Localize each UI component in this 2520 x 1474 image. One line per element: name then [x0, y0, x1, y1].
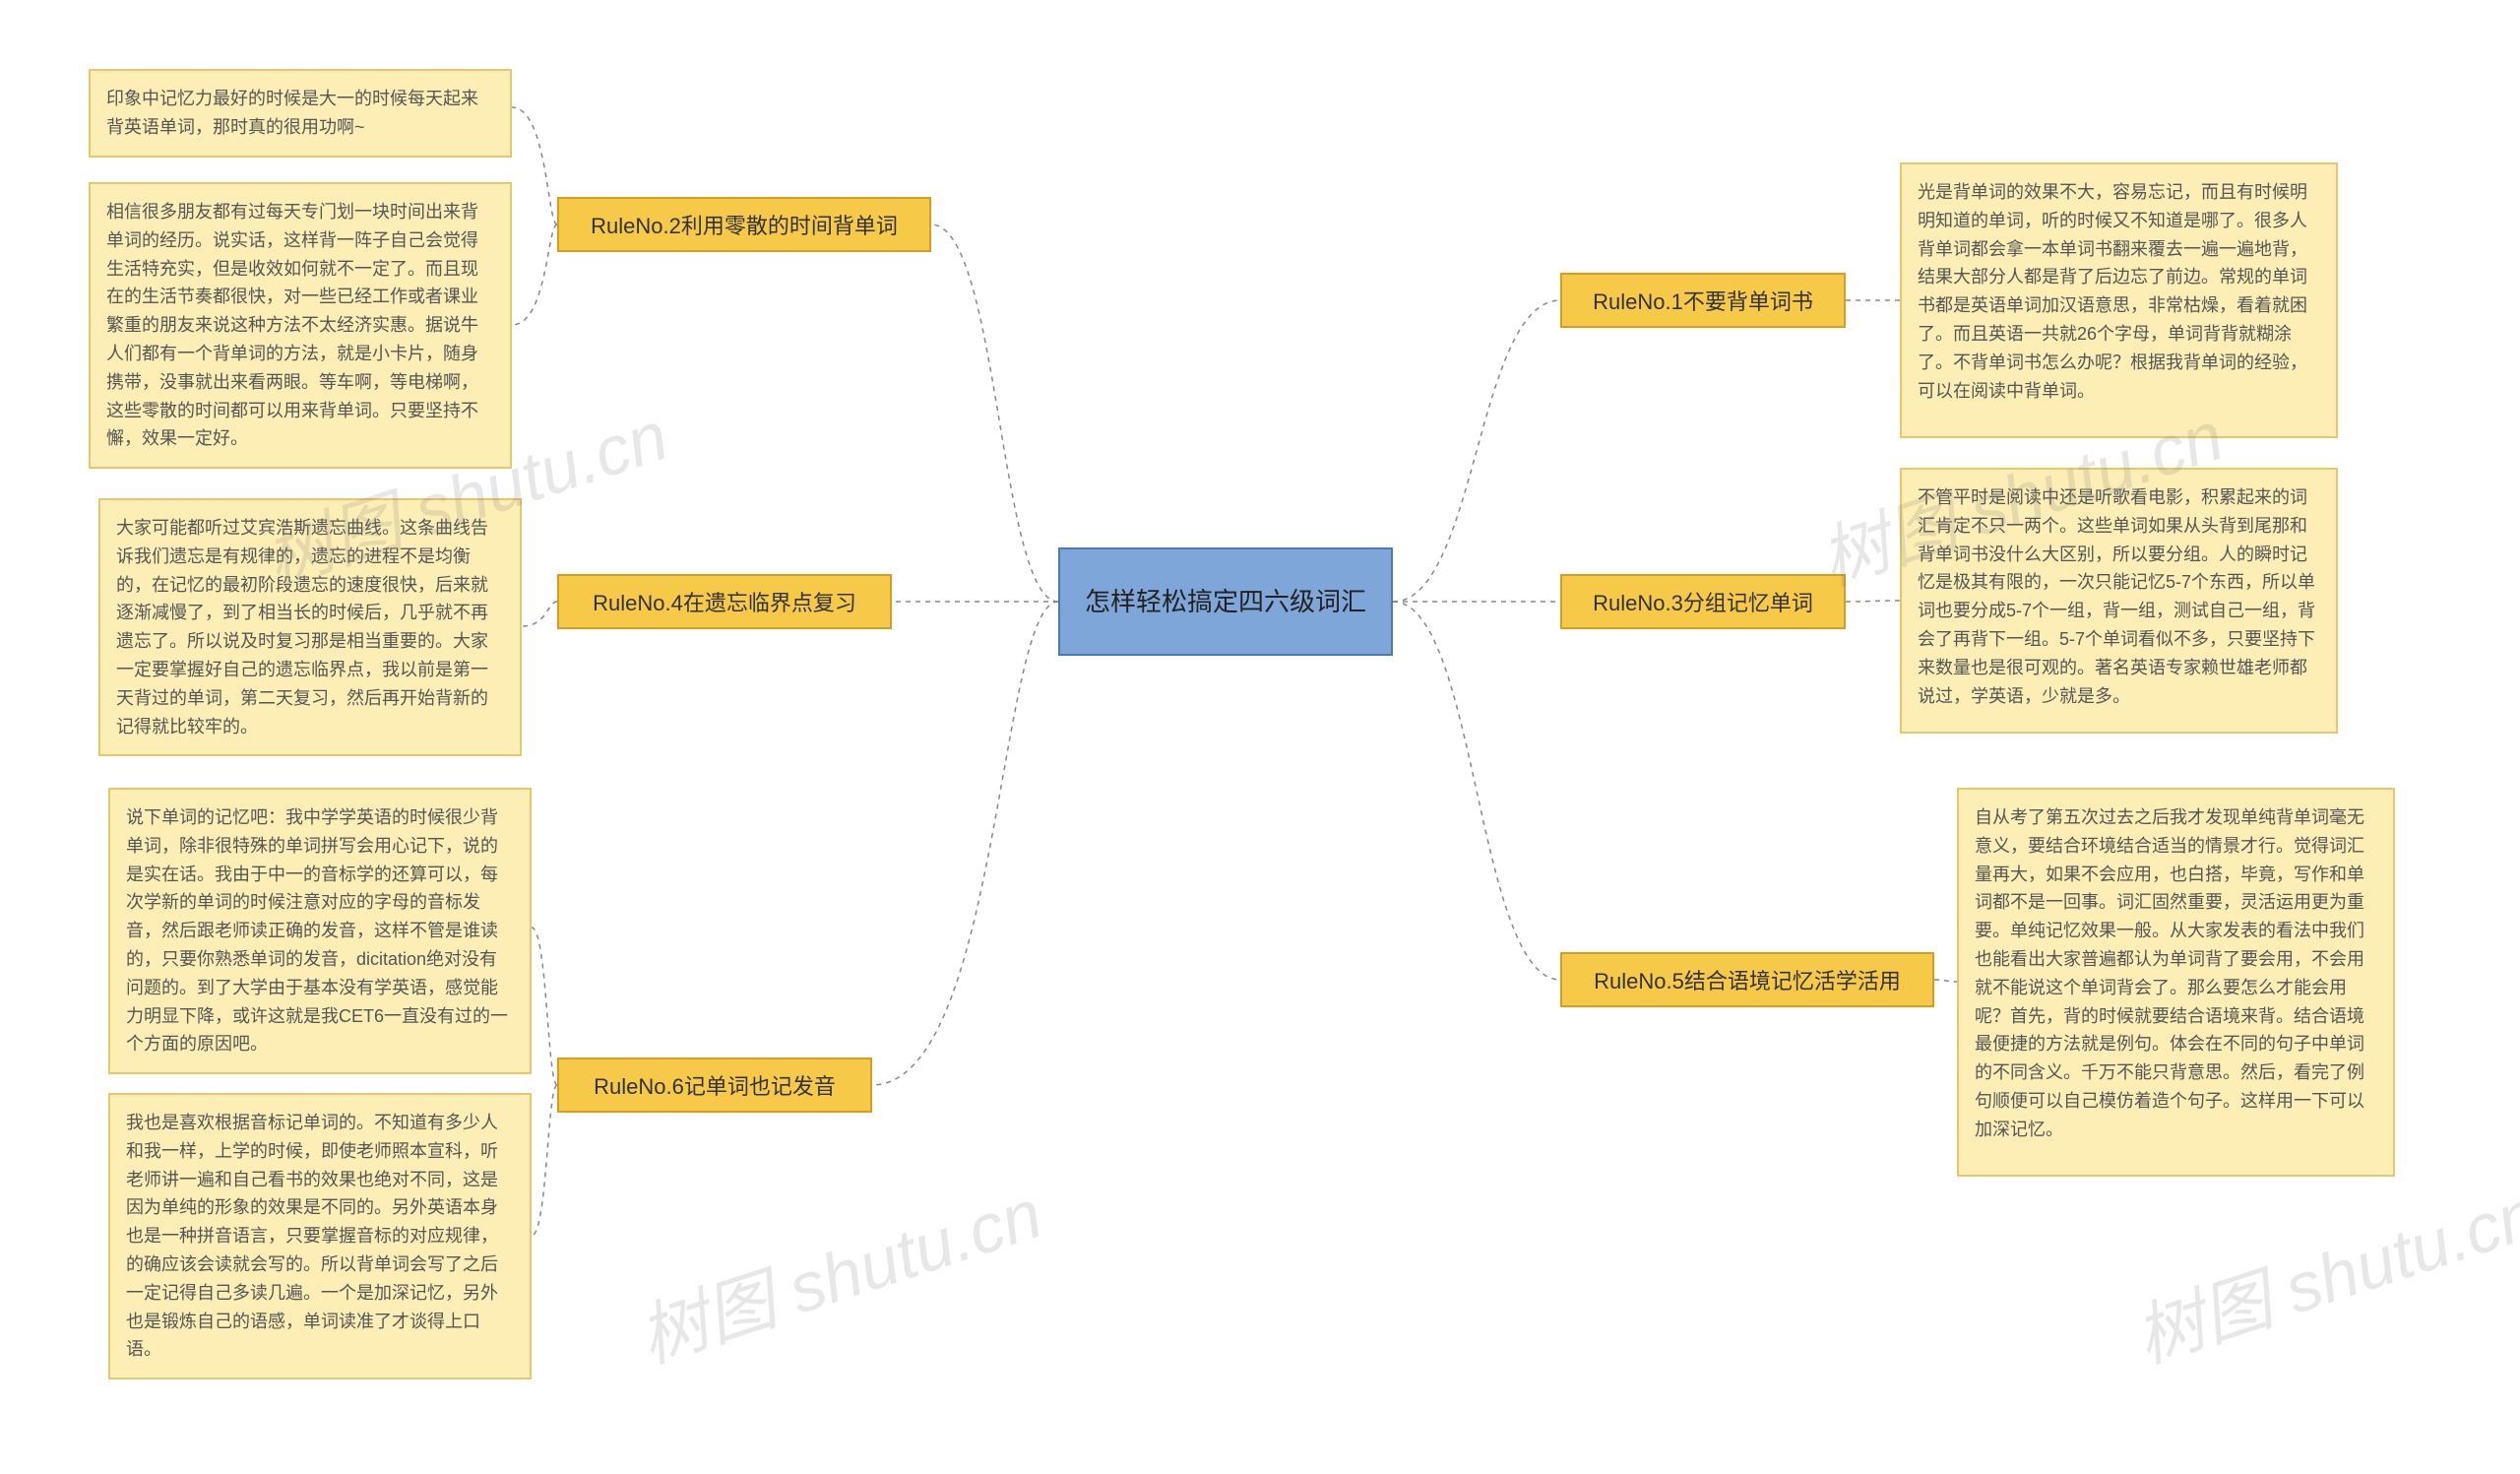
center-text: 怎样轻松搞定四六级词汇 — [1085, 583, 1366, 621]
connector — [1393, 602, 1560, 980]
branch-label: RuleNo.5结合语境记忆活学活用 — [1594, 964, 1901, 995]
connector — [522, 602, 557, 626]
branch-node-r5: RuleNo.5结合语境记忆活学活用 — [1560, 952, 1934, 1007]
leaf-node: 光是背单词的效果不大，容易忘记，而且有时候明明知道的单词，听的时候又不知道是哪了… — [1900, 162, 2338, 438]
center-node: 怎样轻松搞定四六级词汇 — [1058, 547, 1393, 656]
branch-node-r3: RuleNo.3分组记忆单词 — [1560, 574, 1846, 629]
branch-label: RuleNo.6记单词也记发音 — [594, 1069, 836, 1101]
branch-node-r1: RuleNo.1不要背单词书 — [1560, 273, 1846, 328]
branch-label: RuleNo.2利用零散的时间背单词 — [591, 209, 898, 240]
branch-node-r4: RuleNo.4在遗忘临界点复习 — [557, 574, 892, 629]
leaf-node: 自从考了第五次过去之后我才发现单纯背单词毫无意义，要结合环境结合适当的情景才行。… — [1957, 788, 2395, 1177]
connector — [931, 224, 1058, 602]
connector — [532, 1085, 557, 1236]
watermark: 树图 shutu.cn — [2121, 1159, 2520, 1382]
leaf-node: 说下单词的记忆吧：我中学学英语的时候很少背单词，除非很特殊的单词拼写会用心记下，… — [108, 788, 532, 1074]
connector — [512, 107, 557, 224]
connector — [1393, 300, 1560, 602]
connector — [532, 928, 557, 1085]
branch-node-r6: RuleNo.6记单词也记发音 — [557, 1057, 872, 1113]
mindmap-canvas: 怎样轻松搞定四六级词汇 RuleNo.2利用零散的时间背单词 印象中记忆力最好的时… — [0, 0, 2520, 1474]
leaf-node: 不管平时是阅读中还是听歌看电影，积累起来的词汇肯定不只一两个。这些单词如果从头背… — [1900, 468, 2338, 734]
connector — [1846, 601, 1900, 602]
leaf-node: 我也是喜欢根据音标记单词的。不知道有多少人和我一样，上学的时候，即使老师照本宣科… — [108, 1093, 532, 1379]
branch-node-r2: RuleNo.2利用零散的时间背单词 — [557, 197, 931, 252]
branch-label: RuleNo.4在遗忘临界点复习 — [593, 586, 856, 617]
leaf-node: 印象中记忆力最好的时候是大一的时候每天起来背英语单词，那时真的很用功啊~ — [89, 69, 512, 158]
watermark: 树图 shutu.cn — [625, 1159, 1053, 1382]
branch-label: RuleNo.3分组记忆单词 — [1593, 586, 1813, 617]
connector — [1934, 980, 1957, 982]
leaf-node: 相信很多朋友都有过每天专门划一块时间出来背单词的经历。说实话，这样背一阵子自己会… — [89, 182, 512, 469]
leaf-node: 大家可能都听过艾宾浩斯遗忘曲线。这条曲线告诉我们遗忘是有规律的，遗忘的进程不是均… — [98, 498, 522, 756]
connector — [512, 224, 557, 325]
branch-label: RuleNo.1不要背单词书 — [1593, 285, 1813, 316]
connector — [872, 602, 1058, 1085]
